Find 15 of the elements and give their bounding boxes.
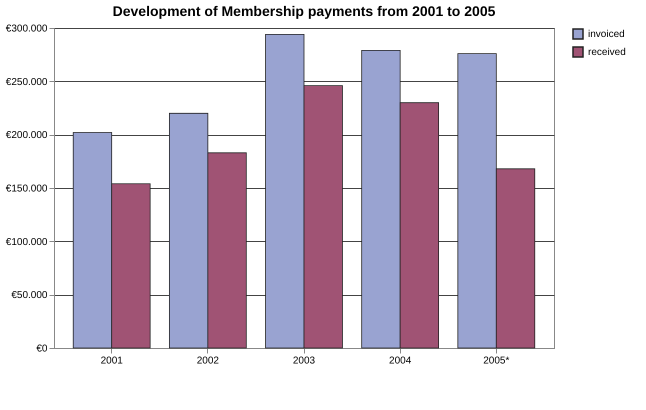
y-tick-label: €300.000 bbox=[6, 24, 48, 34]
y-tick-label: €100.000 bbox=[6, 236, 48, 248]
chart-title: Development of Membership payments from 2001 to 2005 bbox=[112, 3, 496, 19]
y-tick-label: €250.000 bbox=[6, 76, 48, 88]
y-tick-label: €150.000 bbox=[6, 184, 48, 194]
y-tick-label: €200.000 bbox=[6, 130, 48, 142]
legend-label: invoiced bbox=[588, 29, 625, 40]
x-tick-label: 2003 bbox=[292, 356, 316, 366]
x-tick-label: 2002 bbox=[196, 356, 220, 366]
x-tick-label: 2004 bbox=[389, 356, 412, 366]
y-tick-label: €0 bbox=[36, 344, 48, 354]
y-tick-label: €50.000 bbox=[11, 290, 48, 302]
legend-label: received bbox=[588, 47, 626, 58]
x-tick-label: 2005* bbox=[483, 356, 510, 366]
x-tick-label: 2001 bbox=[100, 356, 124, 366]
